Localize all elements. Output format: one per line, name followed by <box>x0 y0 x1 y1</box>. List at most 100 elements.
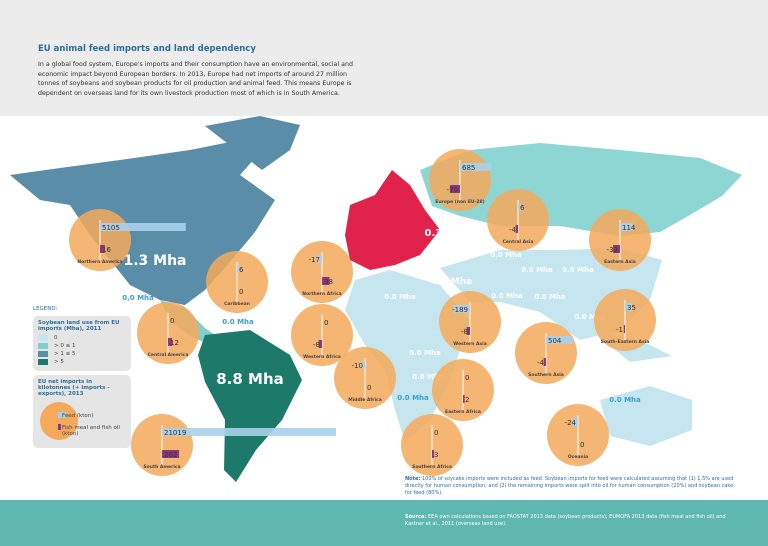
fish-value: 3 <box>434 451 438 459</box>
fish-value: 0 <box>367 384 371 392</box>
fish-bar <box>613 245 620 253</box>
region-name: Central Asia <box>503 239 534 245</box>
fish-bar <box>100 245 105 253</box>
land-use-label: 0.0 Mha <box>491 292 523 300</box>
region-name: South America <box>143 464 180 470</box>
region-name: Central America <box>148 352 189 358</box>
region-name: Northern Africa <box>302 291 341 297</box>
feed-bar <box>460 163 492 171</box>
feed-bar <box>100 223 186 231</box>
feed-value: 0 <box>465 374 469 382</box>
fish-value: 16 <box>102 246 111 254</box>
fish-bar <box>168 338 173 346</box>
legend-title: LEGEND: <box>33 306 58 312</box>
map: 1.3 Mha 0.3 Mha 8.8 Mha 0,0 Mha 0.0 Mha 0.2 M… <box>10 116 742 482</box>
land-use-label: 0.0 Mha <box>490 251 522 259</box>
fish-bar <box>318 340 322 348</box>
source-text: EEA own calculations based on FAOSTAT 20… <box>405 514 726 527</box>
feed-bar <box>317 255 322 263</box>
land-use-label: 0.0 Mha <box>534 293 566 301</box>
fish-bar <box>466 327 470 335</box>
land-use-label: 0.0 Mha <box>222 318 254 326</box>
note-text: 100% of soycake imports were included as… <box>405 476 734 496</box>
fish-value: 2 <box>465 396 469 404</box>
region-name: Northern America <box>77 259 122 265</box>
feed-bar <box>162 428 336 436</box>
legend-label: Feed (kton) <box>62 413 94 419</box>
fish-value: 0 <box>580 441 584 449</box>
fish-bar <box>449 185 460 193</box>
feed-value: -10 <box>352 362 363 370</box>
feed-bar <box>572 418 578 426</box>
region-name: Southern Asia <box>528 372 564 378</box>
region-name: Middle Africa <box>348 397 382 403</box>
feed-value: 685 <box>462 164 475 172</box>
land-use-label: 0.3 Mha <box>424 228 469 239</box>
source-label: Source: <box>405 514 427 520</box>
note: Note: 100% of soycake imports were inclu… <box>405 476 740 497</box>
legend-row: Feed (kton) <box>62 413 93 419</box>
fish-value: -8 <box>461 328 468 336</box>
region-name: Southern Africa <box>412 464 452 470</box>
land-use-label: 0.0 Mha <box>609 396 641 404</box>
feed-bar <box>453 305 470 313</box>
fish-bar <box>432 450 435 458</box>
australia <box>600 386 692 446</box>
fish-bar <box>543 358 546 366</box>
fish-bar <box>162 450 180 458</box>
land-use-label: 0.0 Mha <box>562 266 594 274</box>
source: Source: EEA own calculations based on FA… <box>405 514 740 528</box>
region-name: Oceania <box>568 454 588 460</box>
greenland <box>205 116 300 170</box>
feed-bar <box>361 361 365 369</box>
fish-bar <box>623 325 625 333</box>
fish-value: -1 <box>616 326 623 334</box>
legend-imports: EU net imports in kilotonnes (+ imports … <box>33 375 131 448</box>
south-america <box>198 330 302 482</box>
legend-land-title: Soybean land use from EU imports (Mha), … <box>38 320 120 332</box>
region-name: Western Africa <box>303 354 341 360</box>
land-use-label: 1.3 Mha <box>123 253 186 269</box>
feed-value: 35 <box>627 304 636 312</box>
legend-label: > 0 ≤ 1 <box>54 343 76 349</box>
feed-bar <box>237 265 240 273</box>
legend-row: 0 <box>38 335 126 341</box>
legend: LEGEND: Soybean land use from EU imports… <box>33 306 131 448</box>
header: EU animal feed imports and land dependen… <box>0 0 768 116</box>
legend-label: Fish meal and fish oil (kton) <box>62 425 120 437</box>
feed-value: 0 <box>324 319 328 327</box>
feed-value: 6 <box>520 204 525 212</box>
land-use-label: 0.2 Mha <box>432 277 473 287</box>
region-name: Eastern Asia <box>604 259 636 265</box>
land-use-label: 0.0 Mha <box>521 266 553 274</box>
europe-eu <box>345 170 440 270</box>
land-use-label: 0,0 Mha <box>122 294 154 302</box>
feed-value: -17 <box>309 256 320 264</box>
note-label: Note: <box>405 476 421 482</box>
land-use-label: 0.0 Mha <box>397 394 429 402</box>
legend-imports-title: EU net imports in kilotonnes (+ imports … <box>38 379 110 397</box>
feed-value: 5105 <box>102 224 120 232</box>
fish-value: -4 <box>537 359 545 367</box>
feed-value: -189 <box>452 306 468 314</box>
feed-bar <box>518 203 521 211</box>
fish-value: 0 <box>239 288 243 296</box>
land-use-label: 8.8 Mha <box>216 370 284 388</box>
legend-row: > 1 ≤ 5 <box>38 351 126 357</box>
feed-value: 114 <box>622 224 636 232</box>
fish-bar <box>322 277 330 285</box>
land-use-label: 0.0 Mha <box>384 293 416 301</box>
feed-value: 0 <box>434 429 438 437</box>
land-use-label: 0.0 Mha <box>412 373 444 381</box>
region-name: Caribbean <box>224 301 250 307</box>
land-use-label: 0.0 Mha <box>574 313 606 321</box>
legend-land: Soybean land use from EU imports (Mha), … <box>33 316 131 371</box>
fish-value: -4 <box>509 226 517 234</box>
legend-label: > 5 <box>54 359 64 365</box>
fish-bar <box>463 395 465 403</box>
feed-value: 504 <box>548 337 562 345</box>
legend-label: 0 <box>54 335 58 341</box>
land-use-label: 0.0 Mha <box>409 349 441 357</box>
footer: Source: EEA own calculations based on FA… <box>0 500 768 546</box>
